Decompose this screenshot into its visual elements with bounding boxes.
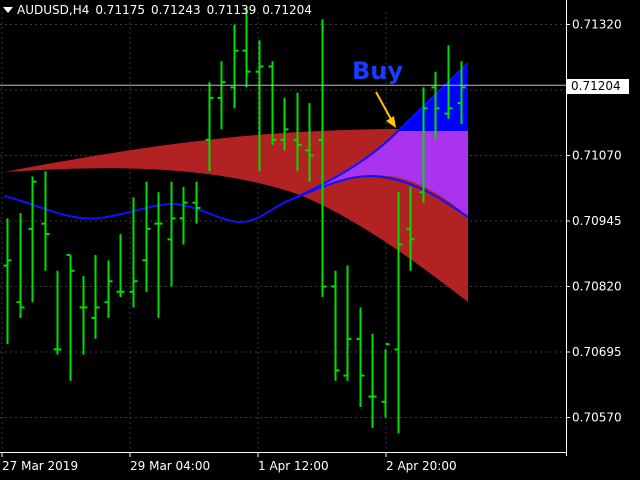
ohlc-bar-8 bbox=[104, 260, 113, 318]
ohlc-bar-27 bbox=[343, 265, 352, 381]
ohlc-bar-36 bbox=[457, 61, 466, 125]
close-value: 0.71204 bbox=[262, 3, 312, 17]
time-tick-label-3: 2 Apr 20:00 bbox=[386, 459, 457, 473]
price-tick-label-6: 0.70570 bbox=[572, 411, 622, 425]
chart-axes bbox=[0, 0, 567, 456]
price-tick-label-2: 0.71070 bbox=[572, 149, 622, 163]
ohlc-bar-25 bbox=[318, 19, 327, 297]
low-value: 0.71139 bbox=[206, 3, 257, 17]
buy-arrow bbox=[375, 91, 396, 128]
ohlc-bar-11 bbox=[142, 181, 151, 292]
price-tick-label-5: 0.70695 bbox=[572, 345, 622, 359]
ohlc-bar-0 bbox=[3, 218, 12, 345]
indicator-curve-line bbox=[3, 174, 469, 224]
ohlc-bar-16 bbox=[205, 82, 214, 172]
ohlc-bar-34 bbox=[431, 71, 440, 140]
buy-arrow-shaft bbox=[375, 91, 393, 122]
ohlc-bar-33 bbox=[419, 87, 428, 203]
ohlc-bar-35 bbox=[444, 45, 453, 119]
ohlc-bar-2 bbox=[28, 176, 37, 303]
ohlc-bar-5 bbox=[66, 254, 75, 381]
ohlc-bar-18 bbox=[230, 24, 239, 109]
ohlc-bar-9 bbox=[116, 234, 125, 297]
high-value: 0.71243 bbox=[150, 3, 201, 17]
open-value: 0.71175 bbox=[95, 3, 145, 17]
price-tick-label-3: 0.70945 bbox=[572, 214, 622, 228]
ohlc-bar-15 bbox=[192, 181, 201, 224]
ohlc-bar-6 bbox=[79, 276, 88, 355]
ohlc-bar-4 bbox=[53, 270, 62, 355]
chart-grid bbox=[0, 12, 566, 452]
ohlc-bar-30 bbox=[381, 343, 390, 418]
ohlc-bar-28 bbox=[356, 307, 365, 408]
ohlc-bar-22 bbox=[280, 97, 289, 151]
buy-annotation: Buy bbox=[352, 57, 404, 85]
ohlc-bar-31 bbox=[394, 192, 403, 434]
ohlc-bars bbox=[3, 8, 466, 434]
price-tick-label-4: 0.70820 bbox=[572, 280, 622, 294]
ohlc-bar-19 bbox=[242, 8, 251, 88]
ohlc-bar-26 bbox=[331, 270, 340, 381]
ohlc-bar-23 bbox=[293, 92, 302, 172]
time-tick-label-1: 29 Mar 04:00 bbox=[130, 459, 210, 473]
symbol-label: AUDUSD,H4 bbox=[17, 3, 90, 17]
dropdown-triangle-icon[interactable] bbox=[3, 7, 13, 13]
ohlc-bar-17 bbox=[217, 61, 226, 130]
time-axis-labels: 27 Mar 2019 29 Mar 04:00 1 Apr 12:00 2 Apr … bbox=[1, 452, 457, 473]
ohlc-bar-7 bbox=[91, 255, 100, 339]
ohlc-bar-14 bbox=[179, 186, 188, 245]
price-tick-label-0: 0.71320 bbox=[572, 18, 622, 32]
ohlc-bar-20 bbox=[255, 40, 264, 172]
ohlc-bar-1 bbox=[16, 213, 25, 318]
ohlc-bar-21 bbox=[268, 61, 277, 146]
ohlc-bar-10 bbox=[129, 197, 138, 308]
time-tick-label-2: 1 Apr 12:00 bbox=[258, 459, 329, 473]
ohlc-bar-13 bbox=[167, 181, 176, 287]
ohlc-bar-24 bbox=[305, 103, 314, 182]
current-price-tag: 0.71204 bbox=[567, 79, 629, 94]
ohlc-bar-3 bbox=[41, 171, 50, 271]
ohlc-bar-12 bbox=[154, 192, 163, 318]
ohlc-bar-32 bbox=[406, 186, 415, 271]
buy-arrow-head bbox=[386, 116, 396, 128]
time-tick-label-0: 27 Mar 2019 bbox=[2, 459, 78, 473]
ohlc-bar-29 bbox=[368, 333, 377, 428]
chart-header: AUDUSD,H4 0.71175 0.71243 0.71139 0.71204 bbox=[3, 3, 312, 17]
